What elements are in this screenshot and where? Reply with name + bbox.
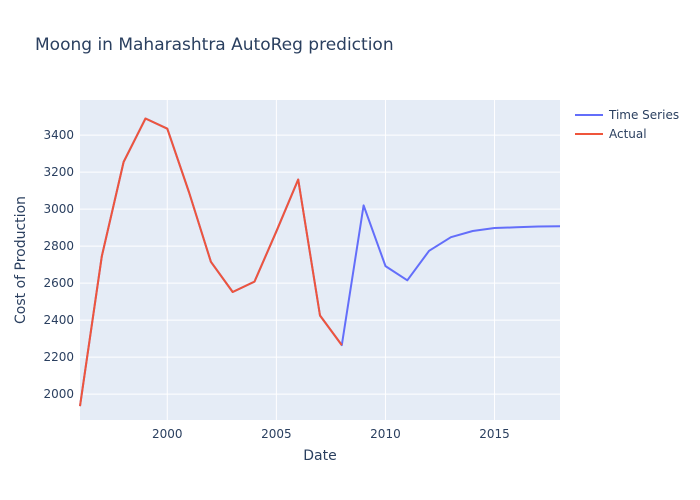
legend-label: Time Series [608,108,679,122]
legend-item-time-series[interactable]: Time Series [575,108,679,122]
legend[interactable]: Time Series Actual [575,108,679,141]
x-tick-label: 2010 [370,427,401,441]
y-axis-ticks: 2000 2200 2400 2600 2800 3000 3200 3400 [43,128,74,401]
y-tick-label: 2600 [43,276,74,290]
y-tick-label: 3400 [43,128,74,142]
legend-item-actual[interactable]: Actual [575,127,647,141]
chart-title: Moong in Maharashtra AutoReg prediction [35,35,394,55]
y-tick-label: 2200 [43,350,74,364]
x-axis-ticks: 2000 2005 2010 2015 [152,427,510,441]
legend-label: Actual [609,127,647,141]
series-line-actual [79,117,343,407]
y-tick-label: 2800 [43,239,74,253]
y-tick-label: 2400 [43,313,74,327]
y-axis-title: Cost of Production [13,196,29,324]
plot-area [80,100,560,420]
series-group [79,117,561,407]
x-tick-label: 2000 [152,427,183,441]
y-tick-label: 3000 [43,202,74,216]
x-axis-title: Date [303,448,336,464]
y-tick-label: 2000 [43,387,74,401]
x-tick-label: 2015 [479,427,510,441]
grid [80,100,560,420]
x-tick-label: 2005 [261,427,292,441]
y-tick-label: 3200 [43,165,74,179]
